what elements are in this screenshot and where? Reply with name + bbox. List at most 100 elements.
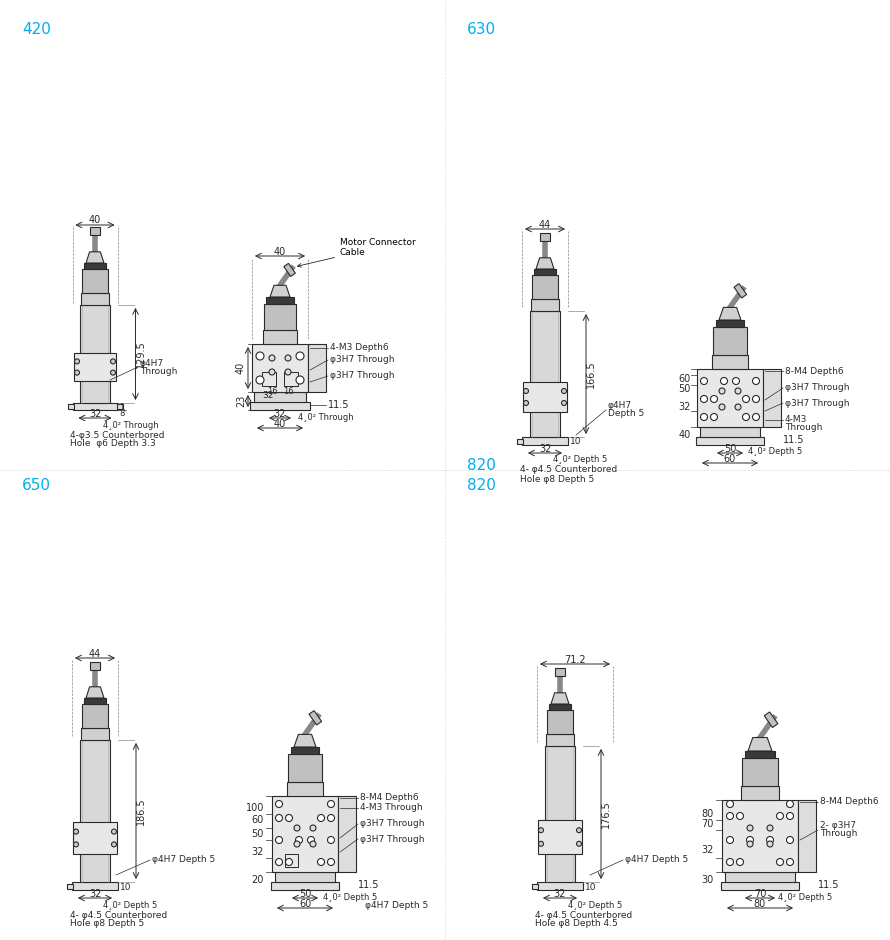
- Circle shape: [577, 841, 581, 846]
- Circle shape: [74, 829, 78, 834]
- Text: 32: 32: [252, 847, 264, 857]
- Bar: [696, 437, 764, 445]
- Circle shape: [787, 837, 794, 843]
- Circle shape: [110, 370, 116, 375]
- Text: 32: 32: [554, 889, 566, 899]
- Text: 176.5: 176.5: [601, 800, 611, 828]
- Bar: [72, 882, 118, 890]
- Text: φ3H7 Through: φ3H7 Through: [785, 399, 849, 408]
- Circle shape: [276, 858, 282, 866]
- Text: 10: 10: [570, 437, 581, 446]
- Bar: [271, 882, 339, 890]
- Bar: [117, 404, 123, 409]
- Text: 60: 60: [299, 899, 312, 909]
- Bar: [763, 369, 781, 427]
- Text: φ3H7 Through: φ3H7 Through: [360, 835, 425, 843]
- Circle shape: [276, 837, 282, 843]
- Circle shape: [110, 359, 116, 364]
- Text: 32: 32: [89, 889, 101, 899]
- Polygon shape: [748, 738, 772, 751]
- Text: 32: 32: [89, 409, 101, 419]
- Circle shape: [74, 842, 78, 847]
- Text: 8: 8: [119, 409, 125, 417]
- Text: 650: 650: [22, 478, 51, 493]
- Circle shape: [787, 801, 794, 807]
- Bar: [722, 800, 798, 872]
- Text: 40: 40: [236, 362, 246, 374]
- Text: 4¸0² Through: 4¸0² Through: [298, 413, 353, 421]
- Text: 8-M4 Depth6: 8-M4 Depth6: [360, 793, 418, 803]
- Circle shape: [310, 841, 316, 847]
- Text: 100: 100: [246, 803, 264, 813]
- Bar: [742, 758, 778, 786]
- Text: 20: 20: [252, 875, 264, 885]
- Bar: [90, 227, 101, 235]
- Circle shape: [294, 841, 300, 847]
- Bar: [72, 403, 117, 410]
- Circle shape: [296, 352, 304, 360]
- Bar: [250, 402, 310, 410]
- Circle shape: [111, 829, 117, 834]
- Circle shape: [726, 812, 733, 820]
- Circle shape: [776, 858, 783, 866]
- Text: 166.5: 166.5: [586, 360, 596, 388]
- Bar: [308, 344, 326, 392]
- Text: φ4H7 Depth 5: φ4H7 Depth 5: [365, 901, 428, 910]
- Bar: [546, 734, 574, 746]
- Circle shape: [286, 814, 293, 822]
- Polygon shape: [86, 687, 104, 698]
- Bar: [545, 746, 575, 882]
- Text: Motor Connector
Cable: Motor Connector Cable: [297, 238, 416, 267]
- Circle shape: [747, 841, 753, 847]
- Bar: [725, 872, 795, 882]
- Polygon shape: [551, 693, 569, 704]
- Text: Through: Through: [785, 424, 822, 432]
- Text: 4¸0² Depth 5: 4¸0² Depth 5: [553, 456, 607, 464]
- Text: 11.5: 11.5: [358, 880, 379, 890]
- Polygon shape: [309, 711, 321, 725]
- Text: 10: 10: [120, 883, 132, 891]
- Bar: [82, 269, 109, 293]
- Text: 60: 60: [252, 815, 264, 825]
- Bar: [82, 704, 109, 728]
- Bar: [531, 275, 558, 299]
- Circle shape: [256, 352, 264, 360]
- Bar: [700, 427, 760, 437]
- Text: 2- φ3H7: 2- φ3H7: [820, 822, 856, 831]
- Bar: [549, 704, 571, 710]
- Text: 4¸0² Depth 5: 4¸0² Depth 5: [103, 901, 158, 910]
- Bar: [81, 728, 109, 740]
- Text: φ4H7 Depth 5: φ4H7 Depth 5: [152, 855, 215, 865]
- Circle shape: [318, 858, 325, 866]
- Bar: [67, 884, 73, 889]
- Circle shape: [721, 378, 727, 384]
- Text: 420: 420: [22, 22, 51, 37]
- Circle shape: [538, 828, 544, 833]
- Text: 50: 50: [679, 384, 691, 394]
- Circle shape: [294, 825, 300, 831]
- Circle shape: [737, 812, 743, 820]
- Bar: [81, 293, 109, 305]
- Bar: [73, 822, 117, 854]
- Circle shape: [276, 801, 282, 807]
- Bar: [254, 392, 306, 402]
- Text: φ3H7 Through: φ3H7 Through: [330, 355, 394, 365]
- Text: 70: 70: [701, 819, 714, 829]
- Circle shape: [75, 359, 79, 364]
- Circle shape: [710, 396, 717, 402]
- Bar: [517, 439, 523, 444]
- Circle shape: [753, 378, 759, 384]
- Circle shape: [111, 842, 117, 847]
- Text: φ3H7 Through: φ3H7 Through: [330, 371, 394, 381]
- Circle shape: [269, 369, 275, 375]
- Text: 40: 40: [274, 419, 286, 429]
- Bar: [80, 740, 110, 882]
- Text: 23: 23: [236, 395, 246, 407]
- Circle shape: [328, 814, 335, 822]
- Circle shape: [295, 837, 303, 843]
- Bar: [537, 882, 583, 890]
- Bar: [74, 353, 116, 381]
- Circle shape: [328, 801, 335, 807]
- Bar: [534, 269, 556, 275]
- Polygon shape: [719, 307, 741, 320]
